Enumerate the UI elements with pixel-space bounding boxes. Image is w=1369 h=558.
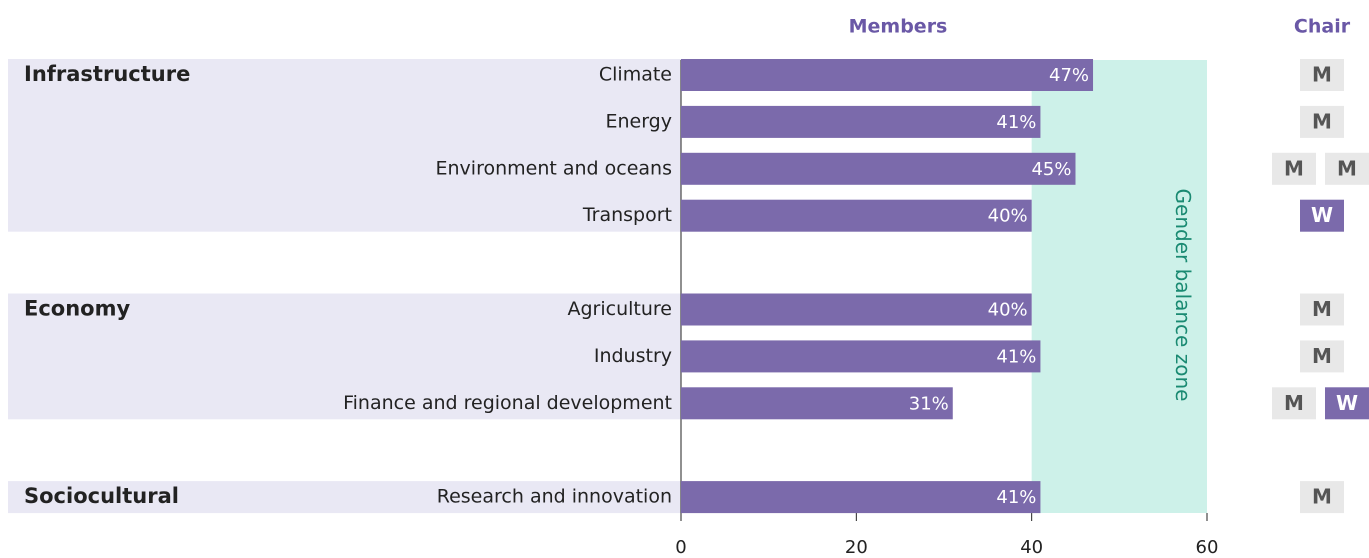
group-band	[8, 59, 681, 232]
bar	[681, 293, 1032, 326]
bar	[681, 105, 1041, 138]
chair-label: M	[1284, 391, 1304, 415]
chair-badge	[1300, 293, 1344, 326]
group-name: Infrastructure	[24, 62, 190, 86]
chair-label: M	[1312, 297, 1332, 321]
chair-label: M	[1284, 156, 1304, 180]
bar	[681, 59, 1094, 91]
category-label: Energy	[605, 110, 672, 132]
chair-badge	[1300, 105, 1344, 138]
chair-badge	[1300, 199, 1344, 232]
category-label: Finance and regional development	[343, 392, 672, 414]
x-tick-label: 40	[1020, 537, 1043, 558]
chair-badge	[1272, 152, 1316, 185]
chair-label: W	[1336, 391, 1358, 415]
chair-label: M	[1312, 109, 1332, 133]
bar	[681, 199, 1032, 232]
value-label: 41%	[996, 346, 1036, 367]
x-tick-label: 20	[845, 537, 868, 558]
value-label: 40%	[988, 206, 1028, 227]
chair-badge	[1272, 387, 1316, 420]
bar	[681, 152, 1076, 185]
value-label: 47%	[1049, 65, 1089, 86]
value-label: 41%	[996, 112, 1036, 133]
category-label: Agriculture	[568, 298, 673, 320]
bar	[681, 340, 1041, 373]
zone-label: Gender balance zone	[1171, 189, 1195, 402]
value-label: 31%	[909, 393, 949, 414]
chair-badge	[1300, 481, 1344, 514]
gender-balance-zone	[1031, 60, 1207, 513]
chair-label: M	[1337, 156, 1357, 180]
bar	[681, 481, 1041, 514]
chair-header: Chair	[1294, 16, 1351, 38]
chair-badge	[1325, 152, 1369, 185]
chair-label: M	[1312, 344, 1332, 368]
group-band	[8, 481, 681, 514]
category-label: Climate	[599, 64, 672, 86]
bar	[681, 387, 953, 420]
x-tick-label: 0	[675, 537, 686, 558]
category-label: Industry	[594, 345, 672, 367]
chair-label: W	[1311, 203, 1333, 227]
members-header: Members	[849, 16, 948, 38]
category-label: Research and innovation	[437, 486, 672, 508]
chair-badge	[1300, 340, 1344, 373]
chair-label: M	[1312, 485, 1332, 509]
value-label: 40%	[988, 300, 1028, 321]
chair-badge	[1300, 59, 1344, 91]
group-band	[8, 293, 681, 420]
chair-label: M	[1312, 63, 1332, 87]
chair-badge	[1325, 387, 1369, 420]
value-label: 41%	[996, 487, 1036, 508]
category-label: Environment and oceans	[436, 157, 673, 179]
category-label: Transport	[582, 204, 672, 226]
group-name: Sociocultural	[24, 484, 179, 508]
value-label: 45%	[1031, 159, 1071, 180]
x-tick-label: 60	[1196, 537, 1219, 558]
group-name: Economy	[24, 297, 130, 321]
